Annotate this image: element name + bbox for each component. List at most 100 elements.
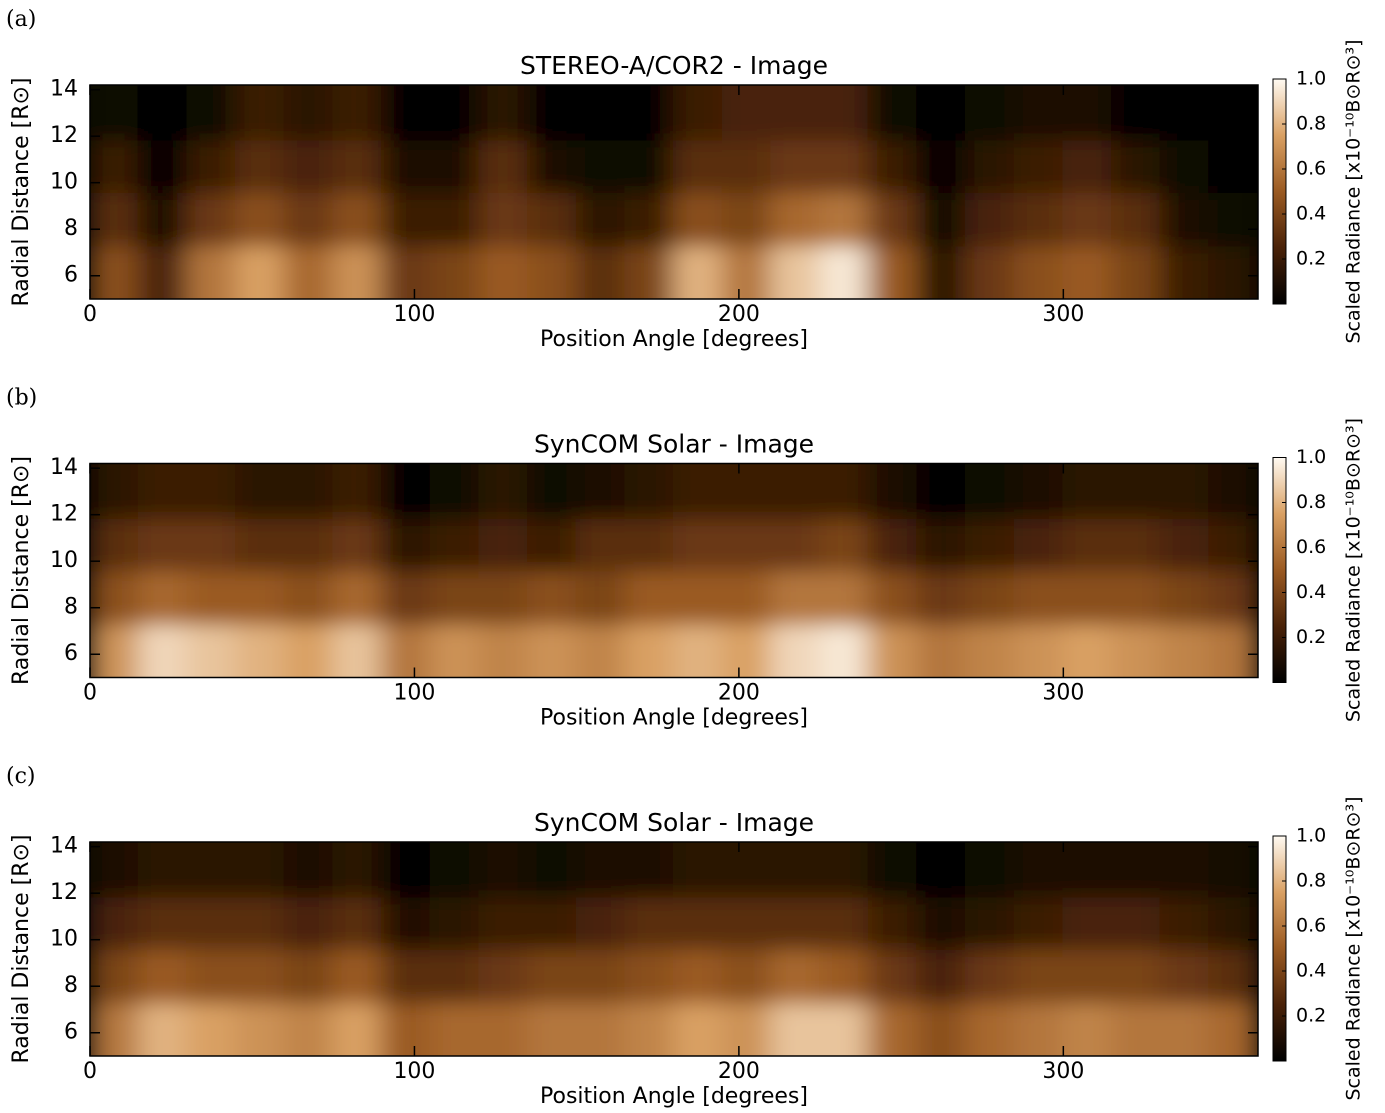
heatmap-cell: [867, 569, 919, 625]
colorbar: [1272, 78, 1287, 305]
heatmap-cell: [235, 85, 286, 141]
heatmap-cell: [429, 191, 481, 247]
heatmap-cell: [1062, 623, 1113, 678]
heatmap-cell: [624, 842, 675, 898]
heatmap-cell: [1159, 623, 1211, 678]
heatmap: [90, 85, 1258, 299]
heatmap-cell: [721, 948, 773, 1004]
heatmap-cell: [137, 244, 189, 299]
heatmap-cell: [673, 85, 724, 141]
heatmap-cell: [1111, 85, 1162, 141]
heatmap-cell: [90, 85, 140, 141]
heatmap-cell: [478, 463, 529, 519]
heatmap-cell: [624, 244, 675, 299]
heatmap-cell: [381, 516, 432, 572]
heatmap-cell: [137, 894, 189, 950]
heatmap-cell: [381, 137, 432, 193]
heatmap-cell: [624, 894, 675, 950]
heatmap-cell: [1208, 244, 1258, 299]
heatmap-cell: [235, 948, 286, 1004]
heatmap-cell: [90, 623, 140, 678]
heatmap-cell: [721, 842, 773, 898]
heatmap-cell: [283, 463, 335, 519]
heatmap-cell: [624, 948, 675, 1004]
heatmap-cell: [1208, 85, 1258, 141]
plot-frame: [89, 84, 1259, 300]
heatmap-cell: [186, 1001, 237, 1056]
heatmap-cell: [1062, 948, 1113, 1004]
colorbar-tick-label: 1.0: [1296, 68, 1326, 90]
heatmap-cell: [770, 1001, 821, 1056]
heatmap-cell: [137, 569, 189, 625]
heatmap-cell: [673, 191, 724, 247]
colorbar: [1272, 457, 1287, 683]
heatmap-cell: [965, 516, 1016, 572]
heatmap-cells: [90, 463, 1258, 678]
colorbar-tick-label: 1.0: [1296, 446, 1326, 468]
heatmap-cell: [673, 516, 724, 572]
heatmap-cell: [429, 85, 481, 141]
heatmap-cell: [1208, 137, 1258, 193]
heatmap-cell: [90, 842, 140, 898]
x-tick-label: 100: [393, 681, 435, 706]
chart-title: SynCOM Solar - Image: [534, 430, 814, 459]
colorbar-tick-label: 0.8: [1296, 491, 1326, 513]
colorbar-tick-label: 0.4: [1296, 203, 1326, 225]
heatmap-cell: [1208, 842, 1258, 898]
heatmap-cell: [186, 623, 237, 678]
heatmap-cell: [1208, 894, 1258, 950]
heatmap-cell: [429, 623, 481, 678]
heatmap-cell: [575, 244, 627, 299]
y-tick-label: 14: [50, 455, 78, 480]
heatmap-cell: [381, 463, 432, 519]
heatmap-cell: [1159, 137, 1211, 193]
heatmap-cell: [965, 948, 1016, 1004]
heatmap-cell: [332, 623, 383, 678]
heatmap-cell: [867, 463, 919, 519]
heatmap-cell: [527, 948, 578, 1004]
y-axis-label: Radial Distance [R⊙]: [9, 77, 34, 306]
heatmap-cell: [235, 137, 286, 193]
x-tick-label: 300: [1042, 1059, 1084, 1084]
heatmap-cell: [1111, 894, 1162, 950]
heatmap-cell: [90, 894, 140, 950]
heatmap-cell: [1111, 137, 1162, 193]
heatmap-cell: [1013, 623, 1065, 678]
heatmap-cell: [1013, 1001, 1065, 1056]
heatmap-cell: [235, 244, 286, 299]
heatmap-cell: [332, 85, 383, 141]
heatmap-cell: [721, 623, 773, 678]
heatmap-cell: [721, 894, 773, 950]
heatmap-cell: [1208, 569, 1258, 625]
heatmap-cell: [673, 463, 724, 519]
heatmap-cell: [916, 516, 967, 572]
heatmap-cell: [1208, 191, 1258, 247]
heatmap-cell: [1159, 1001, 1211, 1056]
x-tick-label: 200: [718, 302, 760, 327]
heatmap-cell: [1159, 842, 1211, 898]
y-tick-label: 8: [64, 595, 78, 620]
heatmap-cell: [819, 85, 870, 141]
heatmap-cell: [575, 894, 627, 950]
x-tick-label: 200: [718, 681, 760, 706]
heatmap-cell: [283, 137, 335, 193]
heatmap-cell: [283, 516, 335, 572]
heatmap-cell: [721, 1001, 773, 1056]
heatmap-cell: [721, 463, 773, 519]
heatmap-cell: [90, 191, 140, 247]
heatmap-cell: [478, 85, 529, 141]
panel-label: (b): [6, 386, 37, 411]
heatmap-cell: [624, 1001, 675, 1056]
y-tick-label: 12: [50, 123, 78, 148]
heatmap-cell: [283, 85, 335, 141]
heatmap-cell: [867, 244, 919, 299]
y-tick-label: 6: [64, 1020, 78, 1045]
heatmap-cell: [381, 85, 432, 141]
heatmap-cell: [770, 623, 821, 678]
heatmap-cell: [575, 569, 627, 625]
colorbar-tick-label: 0.4: [1296, 581, 1326, 603]
heatmap-cell: [186, 842, 237, 898]
heatmap-cell: [916, 244, 967, 299]
heatmap-cell: [1111, 623, 1162, 678]
heatmap-cell: [527, 842, 578, 898]
